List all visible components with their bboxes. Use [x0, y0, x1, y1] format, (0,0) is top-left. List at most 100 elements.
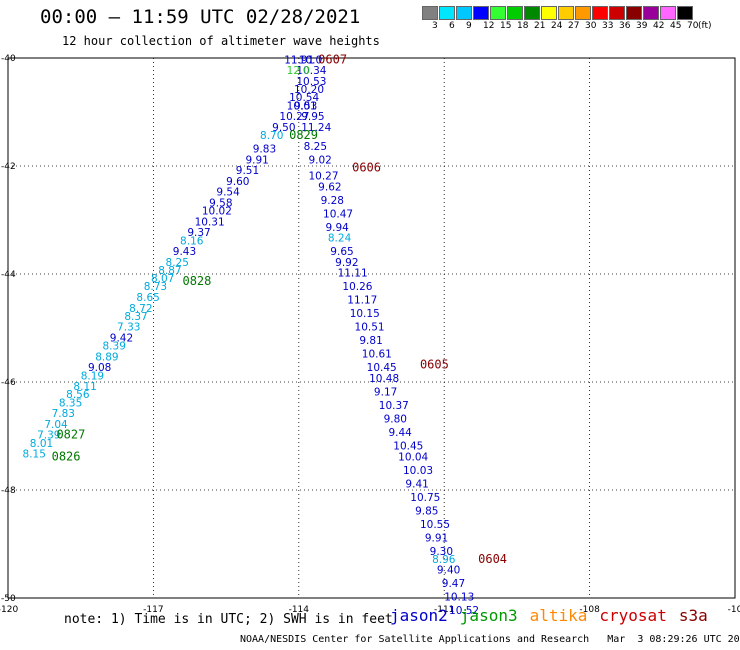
- colorbar-bin: 30: [575, 6, 596, 31]
- colorbar-swatch: [575, 6, 591, 20]
- lat-tick-label: -50: [1, 594, 16, 604]
- wave-height-value: 10.48: [369, 373, 399, 385]
- lon-tick-label: -10: [728, 605, 740, 615]
- wave-height-value: 10.75: [410, 492, 440, 504]
- wave-height-value: 8.35: [59, 397, 82, 409]
- lat-tick-label: -44: [1, 270, 16, 280]
- colorbar-label: 12: [483, 21, 495, 31]
- wave-height-value: 9.50: [272, 122, 295, 134]
- wave-height-value: 10.03: [403, 465, 433, 477]
- wave-height-value: 10.37: [379, 400, 409, 412]
- colorbar-label: 45: [670, 21, 682, 31]
- colorbar-swatch: [677, 6, 693, 20]
- wave-height-value: 10.0: [299, 54, 322, 66]
- colorbar-label: 42: [653, 21, 665, 31]
- wave-height-value: 8.25: [166, 257, 189, 269]
- wave-height-value: 9.58: [209, 198, 232, 210]
- wave-height-value: 9.81: [359, 335, 382, 347]
- wave-height-value: 9.43: [173, 246, 196, 258]
- wave-height-value: 10.47: [323, 208, 353, 220]
- wave-height-value: 8.37: [124, 311, 147, 323]
- wave-height-value: 9.42: [110, 333, 133, 345]
- wave-height-value: 9.65: [330, 246, 353, 258]
- pass-time-label: 0604: [478, 552, 507, 566]
- wave-height-value: 7.83: [52, 408, 75, 420]
- satellite-legend-cryosat: cryosat: [599, 606, 667, 625]
- colorbar-swatch: [507, 6, 523, 20]
- colorbar-label: 27: [568, 21, 580, 31]
- map-title: 00:00 – 11:59 UTC 02/28/2021: [40, 6, 361, 28]
- colorbar-swatch: [609, 6, 625, 20]
- wave-height-value: 9.51: [236, 165, 259, 177]
- wave-height-value: 8.07: [151, 273, 174, 285]
- wave-height-value: 10.04: [398, 451, 428, 463]
- colorbar-bin: 42: [643, 6, 664, 31]
- wave-height-value: 10.20: [294, 84, 324, 96]
- colorbar-bin: 39: [626, 6, 647, 31]
- wave-height-value: 10.61: [362, 349, 392, 361]
- wave-height-value: 8.70: [260, 130, 283, 142]
- colorbar-unit: (ft): [698, 21, 712, 31]
- wave-height-value: 9.94: [325, 222, 349, 234]
- wave-height-value: 9.44: [388, 427, 412, 439]
- wave-height-value: 7.33: [117, 322, 140, 334]
- colorbar-label: 36: [619, 21, 631, 31]
- pass-time-label: 0828: [182, 274, 211, 288]
- wave-height-value: 9.92: [335, 257, 358, 269]
- satellite-legend-s3a: s3a: [678, 606, 708, 625]
- wave-height-value: 8.24: [328, 233, 352, 245]
- colorbar-bin: 6: [439, 6, 456, 31]
- wave-height-value: 10.34: [296, 65, 326, 77]
- lat-tick-label: -48: [1, 486, 16, 496]
- map-frame: [7, 57, 736, 599]
- colorbar-swatch: [541, 6, 557, 20]
- wave-height-value: 10.26: [342, 281, 372, 293]
- colorbar-label: 70: [687, 21, 699, 31]
- wave-height-value: 10.01: [287, 100, 317, 112]
- wave-height-colorbar: 3 6 9 12 15 18 21 24 27 30 33 36 39 42 45 70 (ft): [422, 6, 712, 31]
- satellite-legend: jason2 jason3 altika cryosat s3a: [390, 606, 708, 625]
- colorbar-label: 3: [432, 21, 438, 31]
- pass-time-label: 0606: [352, 160, 381, 174]
- colorbar-swatch: [558, 6, 574, 20]
- colorbar-swatch: [490, 6, 506, 20]
- wave-height-value: 10.15: [350, 308, 380, 320]
- wave-height-value: 8.89: [95, 351, 118, 363]
- wave-height-value: 8.15: [23, 449, 46, 461]
- wave-height-value: 9.02: [308, 154, 331, 166]
- wave-height-value: 10.27: [279, 111, 309, 123]
- wave-height-value: 10.55: [420, 519, 450, 531]
- colorbar-label: 30: [585, 21, 597, 31]
- wave-height-value: 11.17: [347, 295, 377, 307]
- pass-time-label: 0605: [420, 358, 449, 372]
- wave-height-value: 9.80: [384, 414, 407, 426]
- wave-height-value: 9.91: [425, 532, 448, 544]
- satellite-legend-altika: altika: [529, 606, 588, 625]
- wave-height-value: 8.96: [432, 554, 456, 566]
- wave-height-value: 9.41: [405, 478, 428, 490]
- wave-height-value: 7.04: [44, 419, 68, 431]
- colorbar-swatch: [524, 6, 540, 20]
- wave-height-value: 10.27: [308, 171, 338, 183]
- colorbar-swatch: [439, 6, 455, 20]
- colorbar-label: 21: [534, 21, 546, 31]
- wave-height-value: 10.13: [444, 592, 474, 604]
- colorbar-label: 15: [500, 21, 512, 31]
- wave-height-value: 8.01: [30, 438, 53, 450]
- colorbar-bin: 18: [507, 6, 528, 31]
- wave-height-value: 9.30: [430, 546, 453, 558]
- pass-time-label: 0827: [56, 428, 85, 442]
- colorbar-bin: 9: [456, 6, 473, 31]
- colorbar-bin: 21: [524, 6, 545, 31]
- lon-tick-label: -108: [579, 605, 600, 615]
- colorbar-swatch: [660, 6, 676, 20]
- note-text: note: 1) Time is in UTC; 2) SWH is in fe…: [64, 612, 393, 627]
- wave-height-value: 8.65: [136, 292, 159, 304]
- lon-tick-label: -111: [434, 605, 454, 615]
- lon-tick-label: -117: [143, 605, 163, 615]
- wave-height-value: 8.25: [304, 141, 327, 153]
- lat-tick-label: -40: [1, 54, 16, 64]
- lat-tick-label: -46: [1, 378, 16, 388]
- wave-height-value: 9.53: [294, 100, 317, 112]
